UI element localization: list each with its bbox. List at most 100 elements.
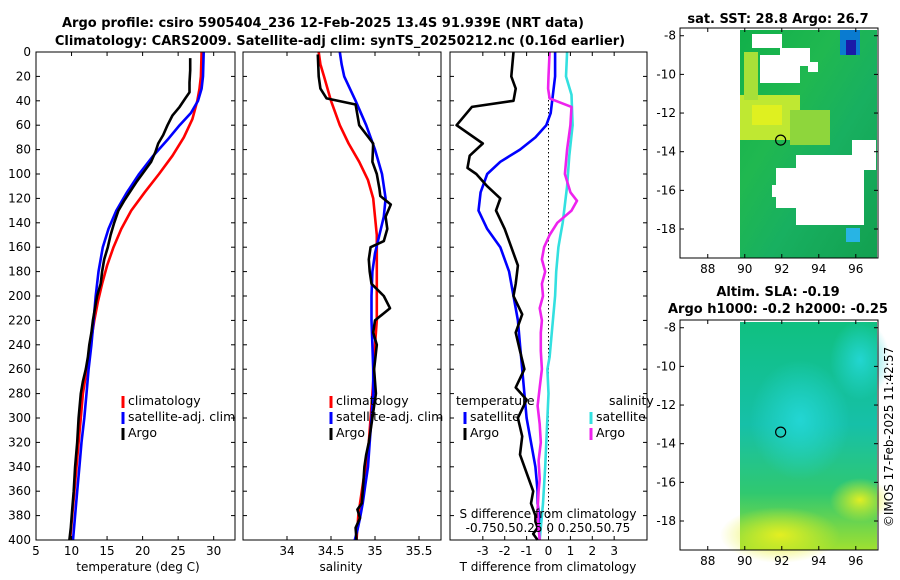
y-tick-label: 400: [8, 533, 31, 547]
series-line-argo: [316, 54, 393, 541]
sst-map-title: sat. SST: 28.8 Argo: 26.7: [687, 12, 868, 27]
sst-warm-strip: [744, 52, 758, 100]
sst-cloud-gap: [780, 48, 810, 66]
x-tick-label: 1: [567, 544, 575, 558]
y-tick-label: 380: [8, 509, 31, 523]
map-x-tick-label: 88: [700, 262, 715, 276]
sst-cloud-gap: [852, 140, 876, 170]
y-tick-label: 160: [8, 240, 31, 254]
x-tick-label: -1: [521, 544, 533, 558]
map-frame: [679, 319, 879, 551]
sst-cold-spot: [846, 40, 856, 55]
map-y-tick-label: -18: [656, 514, 676, 528]
legend-label-s-argo: Argo: [596, 425, 625, 440]
map-x-tick-label: 92: [774, 554, 789, 568]
map-y-tick-label: -10: [656, 359, 676, 373]
sst-warm-core: [752, 105, 782, 125]
y-tick-label: 80: [16, 143, 31, 157]
x-tick-label: 30: [206, 544, 221, 558]
y-tick-label: 120: [8, 191, 31, 205]
series-line-satellite-adj-clim: [71, 51, 205, 541]
y-tick-label: 200: [8, 289, 31, 303]
temperature-axis-label: temperature (deg C): [76, 560, 199, 574]
sla-high-anomaly: [720, 507, 840, 563]
y-tick-label: 300: [8, 411, 31, 425]
sla-field: [720, 320, 890, 563]
sla-map-panel: Altim. SLA: -0.19 Argo h1000: -0.2 h2000…: [656, 285, 890, 568]
legend-label-t-argo: Argo: [470, 425, 499, 440]
map-y-tick-label: -12: [656, 398, 676, 412]
y-tick-label: 140: [8, 216, 31, 230]
x-tick-label: 25: [171, 544, 186, 558]
temperature-legend: climatology satellite-adj. clim Argo: [121, 393, 235, 440]
map-y-tick-label: -8: [664, 29, 676, 43]
argo-position-marker: [775, 134, 787, 146]
sst-cloud-gap: [808, 62, 818, 72]
map-y-tick-label: -14: [656, 437, 676, 451]
plot-frame: [35, 51, 236, 541]
x-tick-label: 34: [279, 544, 294, 558]
y-tick-label: 0: [23, 45, 31, 59]
map-x-tick-label: 96: [848, 554, 863, 568]
map-x-tick-label: 92: [774, 262, 789, 276]
temperature-panel: 5 10 15 20 25 3002040608010012014016018020022…: [8, 45, 236, 574]
series-line-climatology: [68, 51, 203, 541]
map-frame: [679, 27, 879, 259]
sla-map-title-line1: Altim. SLA: -0.19: [716, 285, 839, 300]
y-tick-label: 40: [16, 94, 31, 108]
map-y-tick-label: -18: [656, 222, 676, 236]
series-line-salinity-argo: [536, 51, 579, 541]
argo-position-marker: [775, 426, 787, 438]
legend-label-argo: Argo: [128, 425, 157, 440]
imos-credit: ©IMOS 17-Feb-2025 11:42:57: [882, 347, 896, 527]
sst-map-panel: sat. SST: 28.8 Argo: 26.7 88 90 92 94 96 -8 -1…: [656, 12, 879, 276]
y-tick-label: 220: [8, 313, 31, 327]
figure-title-line2: Climatology: CARS2009. Satellite-adj cli…: [55, 34, 625, 49]
salinity-axis-label: salinity: [319, 560, 362, 574]
y-tick-label: 280: [8, 387, 31, 401]
x-tick-label: 2: [588, 544, 596, 558]
sst-cloud-gap: [772, 185, 784, 197]
map-y-tick-label: -12: [656, 106, 676, 120]
legend-label-s-satellite: satellite: [596, 409, 646, 424]
y-tick-label: 100: [8, 167, 31, 181]
map-x-tick-label: 88: [700, 554, 715, 568]
y-tick-label: 240: [8, 338, 31, 352]
sla-low-anomaly: [830, 320, 890, 400]
legend-label-satellite: satellite-adj. clim: [336, 409, 443, 424]
legend-title-salinity: salinity: [609, 393, 654, 408]
sla-map-title-line2: Argo h1000: -0.2 h2000: -0.25: [668, 302, 888, 317]
legend-label-argo: Argo: [336, 425, 365, 440]
y-tick-label: 20: [16, 69, 31, 83]
salinity-legend: climatology satellite-adj. clim Argo: [329, 393, 443, 440]
y-tick-label: 320: [8, 435, 31, 449]
map-x-tick-label: 90: [737, 262, 752, 276]
y-tick-label: 340: [8, 460, 31, 474]
sst-field: [740, 30, 877, 258]
x-tick-label: 3: [610, 544, 618, 558]
x-tick-label: 5: [32, 544, 40, 558]
series-line-satellite-adj-clim: [338, 51, 387, 541]
x-tick-label: 20: [135, 544, 150, 558]
s-difference-tick-labels: -0.750.50.25 0 0.250.50.75: [466, 521, 631, 535]
legend-title-temperature: temperature: [456, 393, 535, 408]
map-x-tick-label: 96: [848, 262, 863, 276]
s-difference-axis-label: S difference from climatology: [460, 507, 637, 521]
legend-label-climatology: climatology: [336, 393, 409, 408]
legend-label-climatology: climatology: [128, 393, 201, 408]
difference-legend: temperature satellite Argo salinity sate…: [456, 393, 654, 440]
legend-label-t-satellite: satellite: [470, 409, 520, 424]
series-line-temperature-satellite: [477, 52, 557, 540]
series-line-temperature-argo: [455, 51, 539, 541]
map-y-tick-label: -14: [656, 145, 676, 159]
y-tick-label: 360: [8, 484, 31, 498]
x-tick-label: 35: [367, 544, 382, 558]
x-tick-label: -3: [477, 544, 489, 558]
map-x-tick-label: 90: [737, 554, 752, 568]
map-y-tick-label: -10: [656, 67, 676, 81]
series-line-salinity-satellite: [538, 51, 574, 541]
y-tick-label: 180: [8, 265, 31, 279]
y-tick-label: 260: [8, 362, 31, 376]
figure-title-line1: Argo profile: csiro 5905404_236 12-Feb-2…: [62, 16, 584, 31]
